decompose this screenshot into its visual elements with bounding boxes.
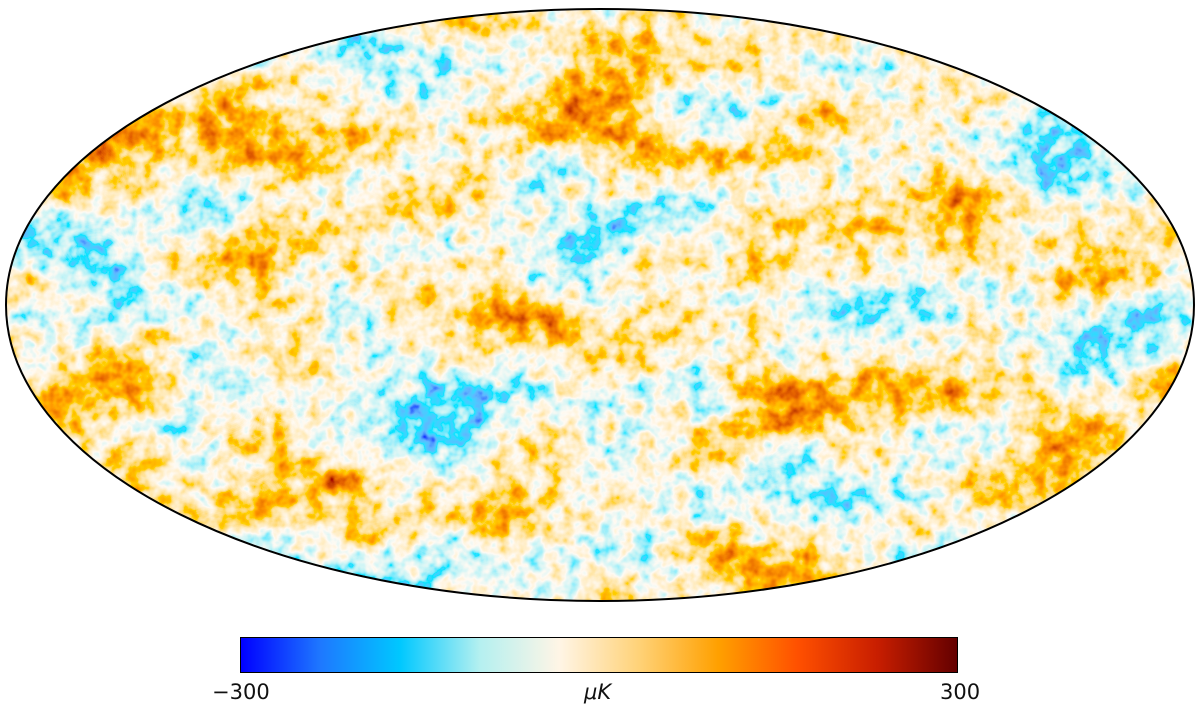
sky-map bbox=[5, 8, 1195, 602]
colorbar bbox=[240, 637, 958, 673]
colorbar-min-label: −300 bbox=[212, 680, 270, 704]
cmb-temperature-field bbox=[6, 9, 1194, 601]
map-outline bbox=[5, 8, 1195, 602]
colorbar-unit-label: μK bbox=[584, 680, 612, 704]
colorbar-max-label: 300 bbox=[940, 680, 981, 704]
